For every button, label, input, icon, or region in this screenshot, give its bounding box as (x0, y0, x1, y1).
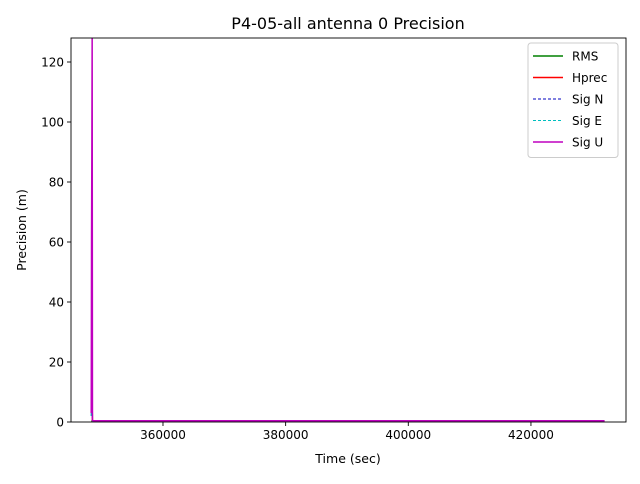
x-axis-ticks: 360000 380000 400000 420000 (140, 422, 554, 442)
legend-box (527, 42, 619, 158)
plot-frame (70, 37, 627, 423)
x-tick-label: 400000 (385, 428, 431, 442)
chart-title: P4-05-all antenna 0 Precision (231, 14, 464, 33)
y-tick-label: 20 (49, 356, 64, 370)
legend: RMS Hprec Sig N Sig E Sig U (527, 42, 619, 158)
y-tick-label: 0 (56, 416, 64, 430)
y-tick-label: 120 (41, 56, 64, 70)
plot-content (90, 38, 605, 422)
legend-label: RMS (572, 50, 598, 64)
x-tick-label: 360000 (140, 428, 186, 442)
y-tick-label: 60 (49, 236, 64, 250)
y-tick-label: 80 (49, 176, 64, 190)
series-line-sig-u (90, 38, 605, 422)
x-axis-label: Time (sec) (314, 451, 380, 466)
y-axis-label: Precision (m) (14, 189, 29, 271)
legend-label: Sig U (572, 136, 603, 150)
x-tick-label: 380000 (263, 428, 309, 442)
y-tick-label: 40 (49, 296, 64, 310)
x-tick-label: 420000 (508, 428, 554, 442)
legend-label: Hprec (572, 71, 607, 85)
legend-label: Sig E (572, 114, 602, 128)
legend-label: Sig N (572, 93, 603, 107)
y-axis-ticks: 0 20 40 60 80 100 120 (41, 56, 71, 430)
y-tick-label: 100 (41, 116, 64, 130)
